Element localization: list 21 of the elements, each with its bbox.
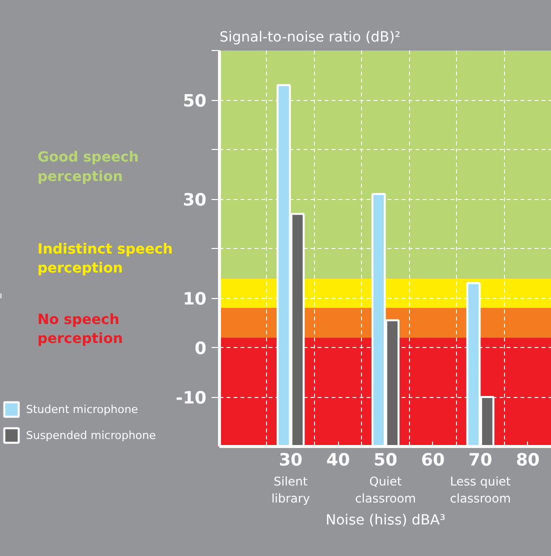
x-tick-label: 50 [374, 450, 398, 470]
band-label: No speech perception [37, 312, 123, 347]
band-label: Good speech perception [37, 150, 139, 185]
x-axis-title: Noise (hiss) dBA³ [326, 512, 446, 528]
x-tick-label: 70 [468, 450, 492, 470]
x-tick-label: 80 [516, 450, 540, 470]
y-tick-label: 50 [182, 92, 207, 112]
x-tick-label: 60 [421, 450, 445, 470]
text: Less quiet classroom [450, 474, 512, 506]
chart-title: Signal-to-noise ratio (dB)² [220, 30, 400, 46]
band-label: Indistinct speech perception [37, 241, 173, 276]
y-tick-label: -10 [176, 388, 207, 408]
text: Silent library [271, 474, 310, 506]
y-tick-label: 30 [182, 190, 207, 210]
x-tick-label: 30 [278, 450, 303, 470]
text: Quiet classroom [355, 474, 416, 506]
legend-label: Suspended microphone [26, 428, 156, 442]
legend-label: Student microphone [26, 402, 138, 416]
x-tick-label: 40 [326, 450, 350, 470]
y-tick-label: 10 [182, 290, 207, 310]
y-tick-label: 0 [194, 339, 207, 359]
